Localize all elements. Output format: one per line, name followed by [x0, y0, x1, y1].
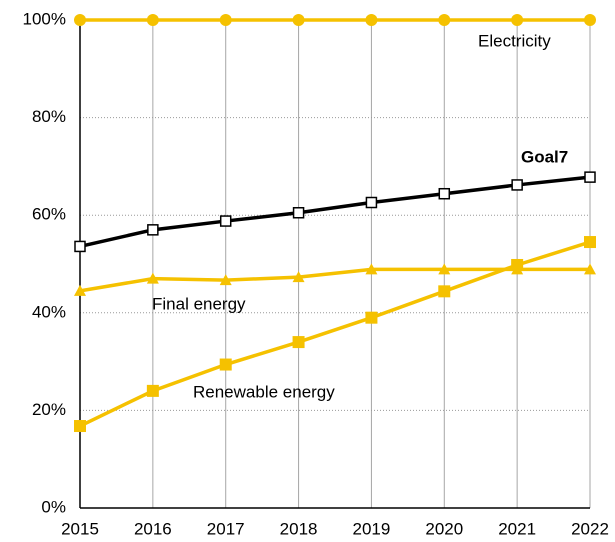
marker: [511, 179, 523, 191]
y-tick-label: 80%: [32, 107, 66, 126]
marker: [219, 358, 232, 371]
marker: [438, 263, 451, 275]
marker: [365, 196, 378, 209]
marker: [511, 258, 524, 271]
marker: [147, 224, 159, 236]
marker: [74, 420, 86, 433]
x-tick-label: 2015: [61, 519, 99, 538]
marker: [74, 284, 86, 296]
y-tick-label: 60%: [32, 205, 66, 224]
y-tick-label: 40%: [32, 302, 66, 321]
marker: [365, 263, 378, 275]
x-tick-label: 2018: [280, 519, 318, 538]
marker: [292, 336, 305, 349]
x-tick-label: 2020: [425, 519, 463, 538]
x-tick-label: 2021: [498, 519, 536, 538]
marker: [511, 14, 524, 26]
marker: [292, 271, 305, 283]
marker: [438, 14, 451, 26]
marker: [292, 14, 305, 26]
marker: [146, 272, 159, 284]
series-line: [79, 175, 591, 249]
marker: [365, 14, 378, 26]
marker: [438, 187, 451, 200]
marker: [74, 14, 86, 26]
y-tick-label: 20%: [32, 400, 66, 419]
y-tick-label: 100%: [23, 9, 66, 28]
x-tick-label: 2019: [353, 519, 391, 538]
marker: [584, 236, 596, 249]
x-tick-label: 2016: [134, 519, 172, 538]
series-label: Renewable energy: [193, 382, 335, 401]
marker: [584, 171, 596, 183]
x-tick-label: 2022: [571, 519, 609, 538]
y-tick-label: 0%: [41, 497, 66, 516]
marker: [365, 311, 378, 324]
marker: [584, 263, 596, 275]
marker: [219, 14, 232, 26]
marker: [146, 14, 159, 26]
marker: [438, 285, 451, 298]
marker: [292, 207, 305, 219]
series-label: Goal7: [521, 147, 568, 166]
marker: [219, 274, 232, 286]
series-label: Final energy: [152, 294, 246, 313]
series-label: Electricity: [478, 31, 551, 50]
x-tick-label: 2017: [207, 519, 245, 538]
marker: [219, 215, 232, 227]
marker: [146, 384, 159, 397]
marker: [584, 14, 596, 26]
marker: [74, 240, 86, 253]
series-line: [79, 240, 591, 428]
